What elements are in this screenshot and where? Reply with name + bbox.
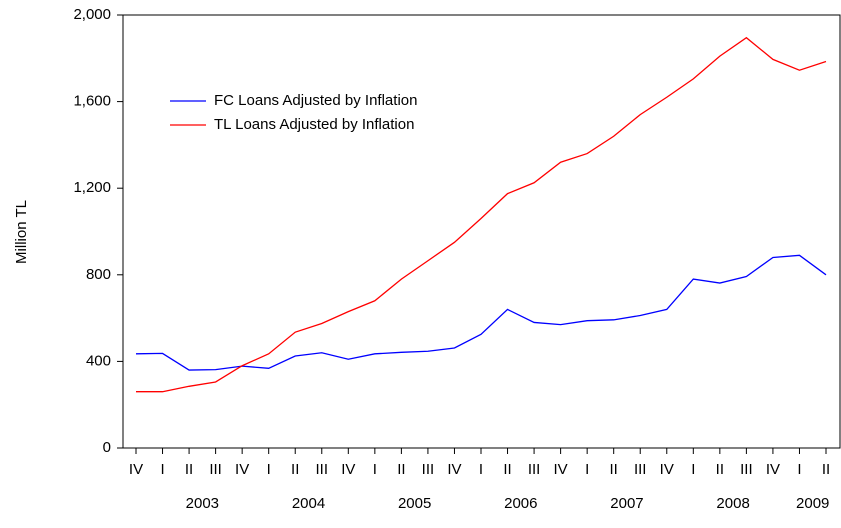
x-tick-label: II	[610, 461, 618, 478]
year-label: 2007	[610, 495, 643, 512]
x-tick-label: III	[634, 461, 647, 478]
series-line	[136, 36, 827, 393]
x-tick-label: III	[316, 461, 329, 478]
x-tick-label: III	[422, 461, 435, 478]
x-tick-label: I	[585, 461, 589, 478]
x-tick-label: IV	[447, 461, 461, 478]
x-tick-label: IV	[766, 461, 780, 478]
x-tick-label: I	[479, 461, 483, 478]
x-tick-label: I	[691, 461, 695, 478]
x-tick-label: II	[185, 461, 193, 478]
y-axis-label: Million TL	[13, 200, 30, 264]
year-label: 2009	[796, 495, 829, 512]
y-tick-label: 400	[86, 352, 111, 369]
y-tick-label: 0	[103, 439, 111, 456]
year-label: 2006	[504, 495, 537, 512]
y-tick-label: 1,200	[73, 179, 111, 196]
year-label: 2008	[716, 495, 749, 512]
x-tick-label: I	[160, 461, 164, 478]
year-label: 2003	[186, 495, 219, 512]
x-tick-label: I	[373, 461, 377, 478]
y-tick-label: 2,000	[73, 6, 111, 23]
x-tick-label: II	[822, 461, 830, 478]
year-label: 2004	[292, 495, 325, 512]
y-tick-label: 800	[86, 266, 111, 283]
x-tick-label: IV	[129, 461, 143, 478]
year-label: 2005	[398, 495, 431, 512]
x-tick-label: III	[209, 461, 222, 478]
x-tick-label: II	[291, 461, 299, 478]
x-tick-label: III	[740, 461, 753, 478]
y-tick-label: 1,600	[73, 93, 111, 110]
plot-frame	[122, 14, 841, 449]
x-tick-label: III	[528, 461, 541, 478]
x-tick-label: IV	[660, 461, 674, 478]
legend-label: FC Loans Adjusted by Inflation	[214, 92, 417, 109]
x-tick-label: II	[716, 461, 724, 478]
x-tick-label: II	[397, 461, 405, 478]
x-tick-label: IV	[341, 461, 355, 478]
x-tick-label: IV	[235, 461, 249, 478]
legend-label: TL Loans Adjusted by Inflation	[214, 116, 414, 133]
x-tick-label: I	[267, 461, 271, 478]
x-tick-label: II	[503, 461, 511, 478]
series-line	[135, 254, 827, 371]
x-tick-label: I	[797, 461, 801, 478]
x-tick-label: IV	[554, 461, 568, 478]
